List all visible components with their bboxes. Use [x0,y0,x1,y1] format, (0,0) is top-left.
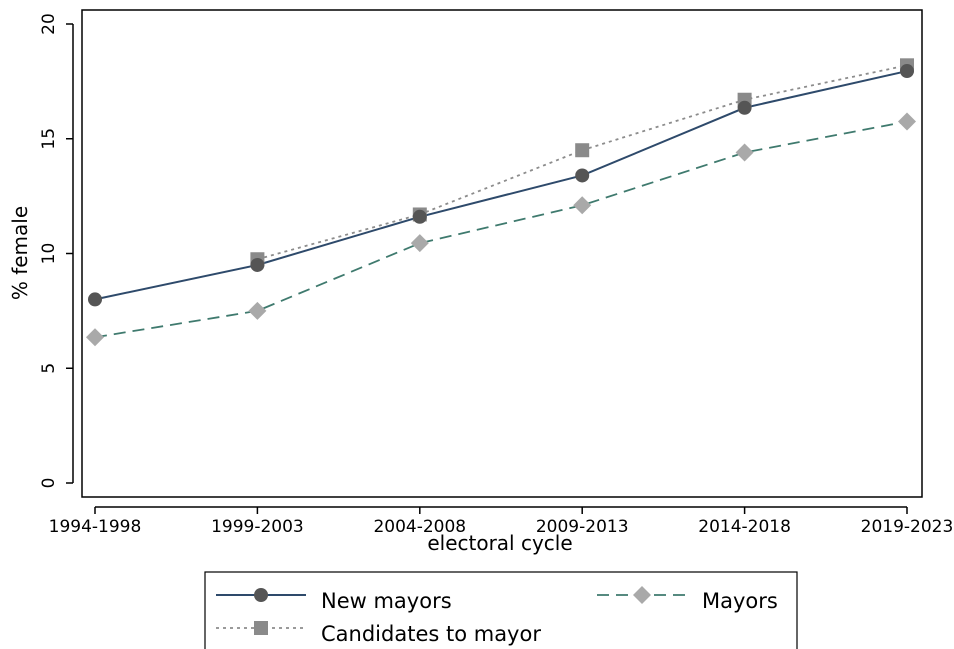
data-point-circle [900,64,914,79]
legend: New mayors Mayors Candidates to mayor [204,571,798,649]
legend-item-new-mayors: New mayors [216,588,452,613]
data-point-circle [412,209,427,224]
x-tick-label: 2014-2018 [698,517,791,537]
legend-label-new-mayors: New mayors [321,589,452,613]
data-point-diamond [573,196,592,215]
legend-marker-square [254,621,268,635]
data-point-circle [88,292,102,307]
x-tick-label: 2009-2013 [536,517,629,537]
x-tick-label: 2019-2023 [861,517,954,537]
y-tick-label: 20 [39,13,59,35]
series-line-mayors [94,120,908,339]
data-point-diamond [735,143,754,162]
x-axis-title: electoral cycle [427,531,572,555]
y-tick-label: 15 [39,128,59,150]
legend-label-candidates-to-mayor: Candidates to mayor [321,622,541,646]
y-tick-label: 0 [39,478,59,489]
y-axis-ticks: 0 5 10 15 20 [39,13,73,488]
data-point-diamond [86,328,104,347]
legend-label-mayors: Mayors [702,589,778,613]
plot-frame [81,9,923,498]
x-axis-ticks: 1994-1998 1999-2003 2004-2008 2009-2013 2014… [49,507,954,537]
data-point-circle [250,257,265,272]
y-axis-title: % female [8,206,32,300]
y-tick-label: 5 [39,363,59,374]
series-layer [86,58,916,347]
data-point-diamond [898,112,916,131]
data-point-diamond [410,234,429,253]
x-tick-label: 2004-2008 [373,517,466,537]
series-line-candidates-to-mayor [257,64,908,261]
y-tick-label: 10 [39,243,59,265]
x-tick-label: 1999-2003 [211,517,304,537]
legend-item-mayors: Mayors [597,586,778,613]
data-point-diamond [248,301,267,320]
data-point-square [575,143,590,158]
legend-box [204,571,798,649]
legend-marker-circle [254,588,268,602]
legend-item-candidates-to-mayor: Candidates to mayor [216,621,541,646]
data-point-circle [737,100,752,115]
legend-marker-diamond [633,586,651,604]
series-line-new-mayors [94,70,908,301]
data-point-circle [575,168,590,183]
x-tick-label: 1994-1998 [49,517,142,537]
